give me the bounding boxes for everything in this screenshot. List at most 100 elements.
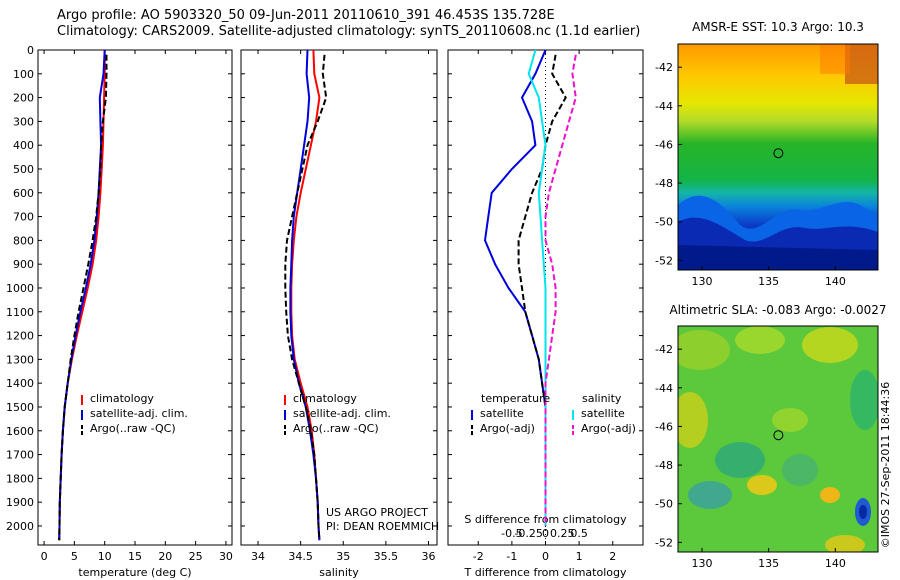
series-line-satellite-adj-clim- <box>289 49 321 541</box>
map-y-tick-label: -44 <box>655 382 673 395</box>
x-tick-label: 20 <box>158 550 172 563</box>
float-position-marker <box>773 148 784 159</box>
x-tick-label: 36 <box>421 550 435 563</box>
legend-header-salinity: salinity <box>582 392 622 405</box>
sst-map-title: AMSR-E SST: 10.3 Argo: 10.3 <box>692 20 864 34</box>
y-tick-label: 1900 <box>6 496 34 509</box>
x-tick-label: 35.5 <box>374 550 399 563</box>
pi-annotation: PI: DEAN ROEMMICH <box>326 520 439 533</box>
series-line-argo-raw-qc- <box>58 54 108 541</box>
map-x-tick-label: 140 <box>825 557 846 570</box>
series-line-argo-adj- <box>544 54 577 526</box>
sst-map-field <box>678 44 878 270</box>
map-y-tick-label: -46 <box>655 138 673 151</box>
top-tick-label: -0.5 <box>501 527 522 540</box>
legend-label: Argo(-adj) <box>480 422 535 435</box>
y-tick-label: 500 <box>13 163 34 176</box>
legend-header-temperature: temperature <box>481 392 550 405</box>
legend-label: climatology <box>293 392 357 405</box>
legend-label: satellite <box>581 407 625 420</box>
x-tick-label: 5 <box>71 550 78 563</box>
legend-label: satellite <box>480 407 524 420</box>
y-tick-label: 1800 <box>6 472 34 485</box>
map-y-tick-label: -44 <box>655 100 673 113</box>
legend-label: climatology <box>90 392 154 405</box>
y-tick-label: 1200 <box>6 330 34 343</box>
sst-map: AMSR-E SST: 10.3 Argo: 10.3 130 135 140 -42… <box>655 20 879 288</box>
legend-label: satellite-adj. clim. <box>90 407 188 420</box>
x-tick-label: 15 <box>128 550 142 563</box>
x-tick-label: 35 <box>336 550 350 563</box>
map-y-tick-label: -52 <box>655 536 673 549</box>
legend-label: Argo(..raw -QC) <box>293 422 379 435</box>
y-tick-label: 1400 <box>6 377 34 390</box>
map-y-tick-label: -50 <box>655 498 673 511</box>
legend-label: Argo(..raw -QC) <box>90 422 176 435</box>
plot-frame <box>240 49 438 546</box>
top-tick-label: 0 <box>542 527 549 540</box>
top-tick-label: 0.25 <box>550 527 575 540</box>
x-tick-label: 1 <box>576 550 583 563</box>
x-tick-label: 10 <box>98 550 112 563</box>
map-y-tick-label: -48 <box>655 177 673 190</box>
map-y-tick-label: -52 <box>655 254 673 267</box>
x-axis-label: salinity <box>319 566 359 579</box>
y-tick-label: 700 <box>13 211 34 224</box>
x-axis-label: T difference from climatology <box>464 566 627 579</box>
x-tick-label: 30 <box>219 550 233 563</box>
x-tick-label: 34 <box>251 550 265 563</box>
sst-map-axes: 130 135 140 -42 -44 -46 -48 -50 -52 <box>655 61 846 288</box>
map-y-tick-label: -50 <box>655 216 673 229</box>
plot-frame <box>37 49 233 546</box>
y-tick-label: 900 <box>13 258 34 271</box>
x-tick-label: -1 <box>506 550 517 563</box>
x-axis-label: temperature (deg C) <box>78 566 191 579</box>
y-tick-label: 2000 <box>6 520 34 533</box>
y-tick-label: 800 <box>13 234 34 247</box>
map-y-tick-label: -48 <box>655 459 673 472</box>
y-tick-label: 1300 <box>6 353 34 366</box>
y-tick-label: 200 <box>13 92 34 105</box>
figure-title-line2: Climatology: CARS2009. Satellite-adjuste… <box>57 24 641 39</box>
y-tick-label: 1000 <box>6 282 34 295</box>
y-tick-label: 400 <box>13 139 34 152</box>
top-tick-label: -0.25 <box>514 527 542 540</box>
y-tick-label: 1100 <box>6 306 34 319</box>
map-y-tick-label: -46 <box>655 420 673 433</box>
y-tick-label: 1500 <box>6 401 34 414</box>
x-tick-label: 0 <box>542 550 549 563</box>
x-tick-label: 25 <box>189 550 203 563</box>
y-tick-label: 300 <box>13 115 34 128</box>
sla-map-title: Altimetric SLA: -0.083 Argo: -0.0027 <box>669 303 886 317</box>
float-position-marker <box>773 430 784 441</box>
x-tick-label: -2 <box>473 550 484 563</box>
y-tick-label: 1600 <box>6 425 34 438</box>
map-x-tick-label: 140 <box>825 275 846 288</box>
figure-title-line1: Argo profile: AO 5903320_50 09-Jun-2011 … <box>57 8 555 23</box>
y-tick-label: 600 <box>13 187 34 200</box>
salinity-panel: 34 34.5 35 35.5 36 salinity climatology satelli… <box>240 49 439 579</box>
map-y-tick-label: -42 <box>655 61 673 74</box>
map-x-tick-label: 135 <box>758 275 779 288</box>
y-tick-label: 100 <box>13 68 34 81</box>
map-x-tick-label: 130 <box>692 275 713 288</box>
series-line-argo-raw-qc- <box>284 54 328 541</box>
legend-label: Argo(-adj) <box>581 422 636 435</box>
sla-map-field <box>678 326 878 552</box>
credit-text: ©IMOS 27-Sep-2011 18:44:36 <box>879 382 892 548</box>
temperature-panel: 0100200300400500600700800900100011001200… <box>6 44 233 579</box>
map-x-tick-label: 130 <box>692 557 713 570</box>
project-annotation: US ARGO PROJECT <box>326 506 428 519</box>
x-tick-label: 0 <box>41 550 48 563</box>
x-tick-label: 34.5 <box>288 550 313 563</box>
legend-label: satellite-adj. clim. <box>293 407 391 420</box>
sla-map: Altimetric SLA: -0.083 Argo: -0.0027 130… <box>655 303 886 570</box>
map-y-tick-label: -42 <box>655 343 673 356</box>
y-tick-label: 0 <box>27 44 34 57</box>
y-tick-label: 1700 <box>6 449 34 462</box>
map-x-tick-label: 135 <box>758 557 779 570</box>
x-tick-label: 2 <box>609 550 616 563</box>
sla-map-axes: 130 135 140 -42 -44 -46 -48 -50 -52 <box>655 343 846 570</box>
